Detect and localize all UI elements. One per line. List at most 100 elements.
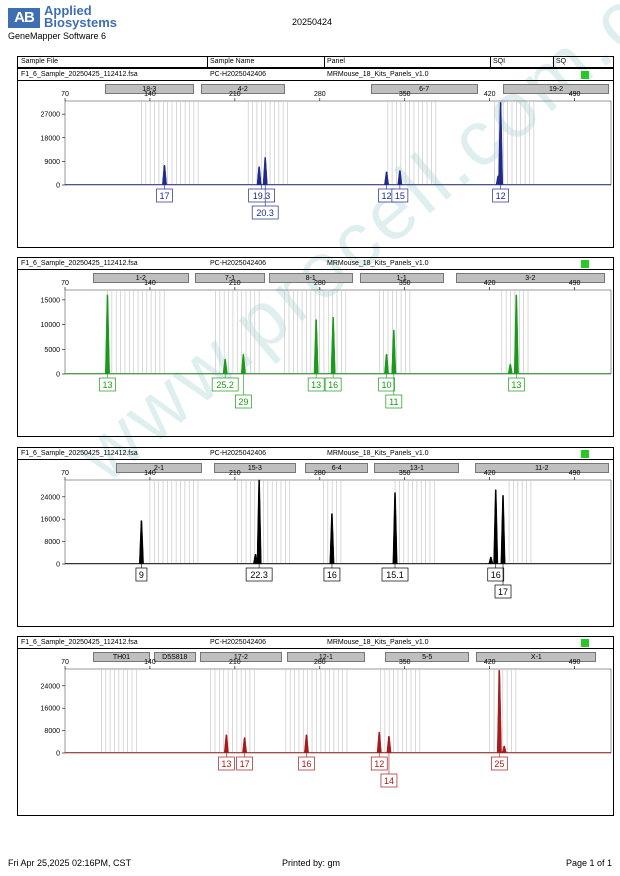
allele-call-box <box>248 188 275 203</box>
allele-call-box <box>491 756 508 771</box>
col-sqi: SQI <box>493 58 506 65</box>
marker-bar-5-5[interactable]: 5-5 <box>385 652 470 662</box>
sample-name-value: PC-H2025042406 <box>210 450 267 457</box>
x-tick-label: 280 <box>314 280 326 287</box>
brand-line-1: Applied <box>44 3 92 18</box>
peak <box>330 316 336 375</box>
marker-bar-2-1[interactable]: 2-1 <box>115 463 203 473</box>
x-tick-label: 490 <box>569 91 581 98</box>
brand-line-2: Biosystems <box>44 15 117 30</box>
peak <box>391 329 397 375</box>
marker-bar-1-2[interactable]: 1-2 <box>92 273 189 283</box>
allele-call-label: 20.3 <box>256 208 274 218</box>
marker-bar-4-2[interactable]: 4-2 <box>200 84 285 94</box>
marker-bar-7-1[interactable]: 7-1 <box>194 273 266 283</box>
x-tick-label: 140 <box>144 659 156 666</box>
allele-call-box <box>487 567 505 582</box>
allele-call-label: 12 <box>374 759 384 769</box>
peak <box>386 735 392 754</box>
sq-status-indicator <box>581 450 589 458</box>
marker-bar-1-1[interactable]: 1-1 <box>359 273 444 283</box>
column-divider <box>207 57 208 67</box>
allele-call-label: 13 <box>221 759 231 769</box>
peak <box>222 358 228 375</box>
allele-call-box <box>378 377 395 392</box>
sq-status-indicator <box>581 639 589 647</box>
allele-call-box <box>494 584 512 599</box>
y-tick-label: 18000 <box>41 135 61 142</box>
y-tick-label: 0 <box>56 562 60 569</box>
col-sample-name: Sample Name <box>210 58 255 65</box>
print-timestamp: Fri Apr 25,2025 02:16PM, CST <box>8 858 132 868</box>
marker-bar-6-4[interactable]: 6-4 <box>305 463 369 473</box>
marker-bar-12-1[interactable]: 12-1 <box>287 652 365 662</box>
marker-bar-18-3[interactable]: 18-3 <box>105 84 194 94</box>
marker-bar-19-2[interactable]: 19-2 <box>503 84 609 94</box>
allele-call-box <box>156 188 173 203</box>
allele-call-box <box>381 567 409 582</box>
column-header-row: Sample File Sample Name Panel SQI SQ <box>17 56 614 68</box>
sq-status-indicator <box>581 260 589 268</box>
allele-call-box <box>218 756 235 771</box>
x-tick-label: 350 <box>399 280 411 287</box>
peak <box>500 495 506 565</box>
allele-call-label: 15.1 <box>386 570 404 580</box>
marker-bar-13-1[interactable]: 13-1 <box>374 463 460 473</box>
y-tick-label: 5000 <box>44 347 60 354</box>
allele-call-label: 13 <box>102 380 112 390</box>
x-tick-label: 420 <box>484 470 496 477</box>
x-tick-label: 70 <box>61 280 69 287</box>
marker-bar-3-2[interactable]: 3-2 <box>455 273 605 283</box>
y-tick-label: 24000 <box>41 683 61 690</box>
marker-bar-th01[interactable]: TH01 <box>92 652 150 662</box>
peak <box>493 489 499 565</box>
sq-status-indicator <box>581 71 589 79</box>
info-divider <box>18 269 613 270</box>
peak <box>513 294 519 375</box>
allele-call-label: 15 <box>395 191 405 201</box>
allele-call-label: 13 <box>311 380 321 390</box>
allele-call-box <box>236 756 253 771</box>
peak <box>138 520 144 565</box>
allele-call-label: 11 <box>389 397 398 407</box>
sample-file-value: F1_6_Sample_20250425_112412.fsa <box>21 260 138 267</box>
peak <box>262 157 268 186</box>
allele-call-box <box>323 567 341 582</box>
peak <box>242 737 248 754</box>
x-tick-label: 280 <box>314 470 326 477</box>
x-tick-label: 490 <box>569 659 581 666</box>
panel-value: MRMouse_18_Kits_Panels_v1.0 <box>327 71 429 78</box>
allele-call-box <box>251 205 279 220</box>
marker-bar-6-7[interactable]: 6-7 <box>370 84 478 94</box>
plot-frame <box>64 479 612 565</box>
allele-call-box <box>135 567 148 582</box>
x-tick-label: 210 <box>229 470 241 477</box>
marker-bar-17-2[interactable]: 17-2 <box>199 652 283 662</box>
x-tick-label: 210 <box>229 659 241 666</box>
info-divider <box>18 648 613 649</box>
allele-call-box <box>370 756 388 771</box>
col-panel: Panel <box>327 58 345 65</box>
marker-bar-11-2[interactable]: 11-2 <box>475 463 609 473</box>
marker-bar-8-1[interactable]: 8-1 <box>268 273 353 283</box>
x-tick-label: 420 <box>484 91 496 98</box>
marker-bar-d5s818[interactable]: D5S818 <box>153 652 197 662</box>
allele-call-label: 12 <box>382 191 392 201</box>
y-tick-label: 0 <box>56 751 60 758</box>
plot-svg: 70 140 210 280 350 420 490 0 8000 16000 24000 9 22.3… <box>41 470 612 599</box>
report-date: 20250424 <box>292 17 333 27</box>
plot-svg: 70 140 210 280 350 420 490 0 8000 16000 24000 13 17 1… <box>41 659 612 788</box>
allele-call-box <box>211 377 239 392</box>
x-tick-label: 350 <box>399 91 411 98</box>
y-tick-label: 16000 <box>41 706 61 713</box>
allele-call-label: 25.2 <box>216 380 234 390</box>
column-divider <box>490 57 491 67</box>
peak <box>488 556 494 565</box>
marker-bar-15-3[interactable]: 15-3 <box>214 463 296 473</box>
allele-call-box <box>508 377 525 392</box>
allele-call-box <box>324 377 342 392</box>
peak <box>256 166 262 186</box>
y-tick-label: 16000 <box>41 517 61 524</box>
marker-bar-x-1[interactable]: X-1 <box>476 652 597 662</box>
x-tick-label: 490 <box>569 470 581 477</box>
